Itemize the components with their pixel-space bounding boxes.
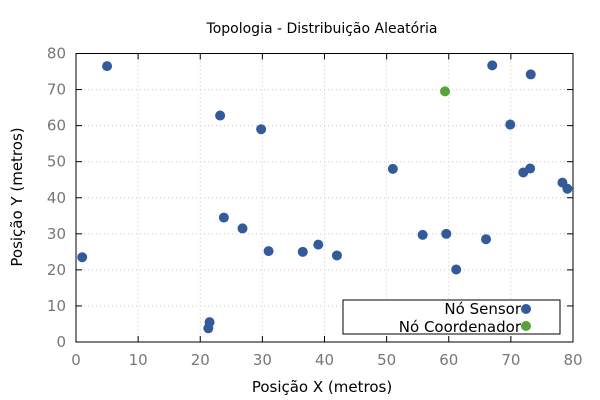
legend-label-sensor: Nó Sensor: [444, 300, 521, 318]
sensor-node-point: [77, 252, 88, 263]
sensor-node-point: [387, 163, 398, 174]
x-tick-label: 20: [191, 351, 210, 369]
sensor-node-point: [237, 223, 248, 234]
sensor-node-point: [441, 228, 452, 239]
x-tick-label: 40: [315, 351, 334, 369]
sensor-node-point: [505, 119, 516, 130]
legend-label-coordinator: Nó Coordenador: [399, 318, 522, 336]
sensor-node-point: [218, 212, 229, 223]
sensor-node-point: [297, 246, 308, 257]
sensor-node-point: [451, 264, 462, 275]
sensor-node-point: [204, 317, 215, 328]
sensor-node-point: [256, 124, 267, 135]
x-tick-label: 10: [129, 351, 148, 369]
y-tick-label: 80: [47, 45, 66, 63]
legend-marker-coordinator: [521, 321, 531, 331]
data-points: [77, 60, 573, 334]
sensor-node-point: [487, 60, 498, 71]
x-tick-label: 0: [71, 351, 81, 369]
y-tick-label: 70: [47, 81, 66, 99]
x-tick-label: 50: [377, 351, 396, 369]
sensor-node-point: [417, 229, 428, 240]
x-axis-label: Posição X (metros): [252, 378, 392, 396]
sensor-node-point: [102, 61, 113, 72]
sensor-node-point: [525, 163, 536, 174]
y-tick-label: 50: [47, 153, 66, 171]
sensor-node-point: [525, 69, 536, 80]
y-axis-label: Posição Y (metros): [8, 127, 26, 266]
sensor-node-point: [331, 250, 342, 261]
legend: Nó Sensor Nó Coordenador: [342, 299, 561, 336]
y-tick-label: 10: [47, 297, 66, 315]
grid: [76, 53, 573, 342]
x-tick-label: 80: [563, 351, 582, 369]
sensor-node-point: [481, 234, 492, 245]
chart-title: Topologia - Distribuição Aleatória: [206, 21, 438, 37]
y-tick-label: 60: [47, 117, 66, 135]
legend-marker-sensor: [521, 304, 531, 314]
y-tick-label: 20: [47, 261, 66, 279]
y-tick-label: 0: [56, 333, 66, 351]
axis-ticks: 0 10 20 30 40 50 60 70 80 0 10 20 30 40 50 60 70 80: [47, 45, 583, 370]
sensor-node-point: [215, 110, 226, 121]
sensor-node-point: [263, 246, 274, 257]
coordinator-node-point: [440, 86, 451, 97]
x-tick-label: 60: [439, 351, 458, 369]
y-tick-label: 30: [47, 225, 66, 243]
y-tick-label: 40: [47, 189, 66, 207]
sensor-node-point: [313, 239, 324, 250]
x-tick-label: 70: [501, 351, 520, 369]
sensor-node-point: [562, 183, 573, 194]
x-tick-label: 30: [253, 351, 272, 369]
